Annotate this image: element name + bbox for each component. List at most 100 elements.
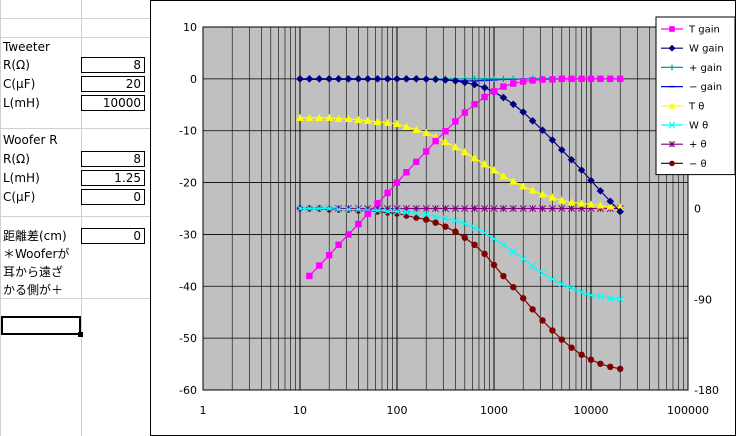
data-point: [373, 75, 382, 83]
data-point: [538, 190, 547, 198]
data-point: [567, 204, 576, 213]
tweeter-c-input[interactable]: 20: [81, 76, 145, 92]
fill-handle[interactable]: [78, 332, 83, 337]
data-point: [548, 204, 556, 213]
data-point: [460, 148, 469, 156]
data-point: [432, 204, 440, 213]
data-point: [422, 128, 431, 137]
woofer-c-label: C(μF): [3, 190, 36, 204]
data-point: [669, 64, 675, 71]
data-point: [480, 229, 489, 237]
data-point: [461, 220, 469, 228]
data-point: [490, 204, 498, 213]
data-point: [373, 117, 382, 125]
data-point: [422, 210, 430, 219]
sheet-gridline: [0, 216, 150, 217]
note-line-3: かる側が＋: [3, 283, 64, 297]
data-point: [606, 202, 615, 210]
data-point: [441, 214, 450, 223]
data-point: [441, 204, 450, 213]
active-cell[interactable]: [1, 316, 81, 335]
data-point: [363, 116, 372, 124]
data-point: [441, 137, 450, 146]
data-point: [461, 204, 469, 213]
data-point: [305, 75, 314, 83]
data-point: [548, 275, 557, 283]
data-point: [499, 172, 508, 180]
data-point: [296, 113, 304, 121]
data-point: [383, 118, 392, 126]
data-point: [354, 205, 363, 214]
data-point: [354, 204, 362, 213]
distance-label: 距離差(cm): [3, 229, 67, 243]
data-point: [413, 158, 420, 166]
data-point: [578, 75, 585, 83]
data-point: [509, 177, 518, 185]
woofer-l-input[interactable]: 1.25: [81, 170, 145, 186]
data-point: [374, 200, 381, 207]
data-point: [519, 204, 527, 213]
data-point: [587, 75, 595, 83]
series-0: [306, 75, 624, 280]
data-point: [500, 75, 507, 83]
data-point: [470, 204, 479, 213]
data-point: [578, 204, 586, 213]
data-point: [596, 292, 605, 300]
data-point: [393, 119, 401, 127]
data-point: [596, 201, 605, 209]
legend-label: − θ: [689, 159, 707, 170]
tweeter-c-label: C(μF): [3, 77, 36, 91]
data-point: [538, 204, 547, 213]
data-point: [412, 209, 420, 218]
sheet-gridline: [0, 0, 1, 436]
data-point: [432, 137, 439, 145]
data-point: [422, 75, 430, 83]
data-point: [461, 78, 469, 87]
data-point: [451, 204, 459, 213]
data-point: [315, 204, 323, 213]
data-point: [305, 204, 314, 213]
data-point: [577, 166, 586, 174]
data-point: [500, 83, 507, 90]
data-point: [490, 88, 498, 95]
data-point: [597, 360, 604, 367]
data-point: [364, 75, 372, 83]
legend-label: + θ: [689, 140, 707, 151]
data-point: [470, 80, 479, 89]
series-line: [300, 117, 621, 209]
data-point: [296, 204, 304, 213]
data-point: [539, 76, 546, 83]
note-line-2: 耳から遠ざ: [3, 265, 64, 279]
data-point: [481, 93, 488, 101]
data-point: [345, 231, 352, 238]
note-line-1: ＊Wooferが: [3, 247, 70, 261]
data-point: [393, 204, 401, 213]
data-point: [384, 204, 392, 213]
data-point: [325, 251, 333, 259]
y-tick-label: -50: [179, 332, 197, 345]
data-point: [528, 186, 537, 194]
data-point: [558, 280, 566, 288]
data-point: [548, 193, 557, 201]
data-point: [499, 204, 507, 213]
tweeter-r-input[interactable]: 8: [81, 57, 145, 73]
tweeter-l-input[interactable]: 10000: [81, 95, 145, 111]
woofer-c-input[interactable]: 0: [81, 189, 145, 205]
data-point: [549, 327, 556, 334]
distance-input[interactable]: 0: [81, 228, 145, 244]
y2-tick-label: -90: [694, 293, 712, 306]
legend-label: T gain: [688, 25, 720, 36]
data-point: [669, 26, 675, 32]
data-point: [481, 250, 488, 258]
data-point: [587, 176, 595, 185]
data-point: [402, 204, 410, 213]
y-tick-label: -60: [179, 384, 197, 397]
woofer-r-label: R(Ω): [3, 152, 30, 166]
x-tick-label: 100: [387, 404, 408, 417]
data-point: [529, 306, 536, 313]
data-point: [509, 204, 517, 213]
woofer-r-input[interactable]: 8: [81, 151, 145, 167]
sheet-gridline: [0, 298, 150, 299]
data-point: [509, 248, 517, 256]
data-point: [558, 75, 566, 83]
